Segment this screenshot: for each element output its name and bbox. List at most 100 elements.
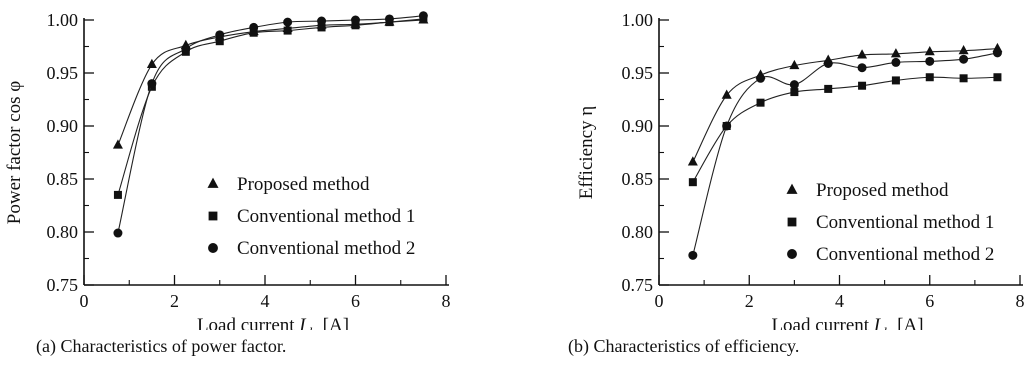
- data-point: [112, 139, 123, 149]
- series-line: [117, 15, 424, 234]
- x-tick-label: 0: [655, 291, 664, 311]
- y-tick-label: 0.85: [47, 169, 79, 189]
- data-point: [924, 46, 935, 56]
- series-square: [688, 73, 1002, 187]
- data-point: [215, 30, 225, 40]
- legend: Proposed method Conventional method 1 Conv…: [207, 174, 415, 259]
- data-point: [993, 73, 1002, 82]
- y-tick-label: 0.85: [622, 169, 654, 189]
- series-triangle: [687, 42, 1003, 166]
- data-point: [147, 79, 157, 89]
- x-tick-label: 8: [1016, 291, 1025, 311]
- y-tick-label: 1.00: [47, 10, 79, 30]
- data-point: [687, 156, 698, 166]
- data-point: [249, 28, 258, 37]
- y-tick-label: 0.95: [47, 63, 79, 83]
- figure-efficiency: 0.75 0.80 0.85 0.90 0.95 1.00 0 2 4 6 8 Load curren…: [528, 0, 1028, 381]
- power-factor-chart: 0.75 0.80 0.85 0.90 0.95 1.00 0 2 4 6 8 Load curren…: [4, 10, 451, 330]
- figure-power-factor: 0.75 0.80 0.85 0.90 0.95 1.00 0 2 4 6 8 Load curren…: [0, 0, 500, 381]
- x-tick-label: 2: [745, 291, 754, 311]
- data-point: [789, 80, 799, 90]
- axes: 0.75 0.80 0.85 0.90 0.95 1.00 0 2 4 6 8: [47, 10, 451, 311]
- series-line: [117, 18, 424, 196]
- figure-caption: (a) Characteristics of power factor.: [36, 336, 287, 356]
- x-axis-unit: [A]: [892, 315, 923, 330]
- data-point: [384, 14, 394, 24]
- x-tick-label: 8: [442, 291, 451, 311]
- y-tick-label: 0.75: [622, 275, 654, 295]
- y-tick-label: 1.00: [622, 10, 654, 30]
- x-axis-unit: [A]: [318, 315, 349, 330]
- y-tick-label: 0.80: [622, 222, 654, 242]
- y-tick-label: 0.90: [47, 116, 79, 136]
- x-tick-label: 4: [835, 291, 844, 311]
- x-tick-label: 6: [351, 291, 360, 311]
- x-axis-label: Load current Idc [A]: [197, 315, 349, 330]
- x-tick-label: 4: [261, 291, 270, 311]
- data-point: [351, 15, 360, 25]
- legend-label: Conventional method 2: [816, 244, 994, 265]
- y-tick-label: 0.90: [622, 116, 654, 136]
- figure-caption: (b) Characteristics of efficiency.: [568, 336, 800, 356]
- legend-label: Conventional method 1: [237, 206, 415, 227]
- y-axis-label: Power factor cos φ: [4, 81, 25, 224]
- y-tick-label: 0.95: [622, 63, 654, 83]
- series-line: [692, 48, 998, 163]
- data-point: [722, 121, 732, 131]
- series-line: [692, 76, 998, 183]
- legend-label: Conventional method 1: [816, 212, 994, 233]
- data-point: [959, 54, 969, 64]
- y-axis-label-text: Efficiency: [576, 116, 597, 200]
- series-circle: [113, 11, 428, 238]
- series-triangle: [112, 14, 429, 149]
- data-point: [756, 98, 765, 107]
- legend-marker-square: [787, 217, 797, 227]
- x-axis-subscript: dc: [306, 324, 319, 330]
- y-tick-label: 0.80: [47, 222, 79, 242]
- data-point: [756, 73, 766, 83]
- data-point: [992, 48, 1002, 58]
- x-axis-label-text: Load current: [197, 315, 299, 330]
- legend-label: Conventional method 2: [237, 238, 415, 259]
- data-point: [351, 21, 360, 30]
- y-axis-label-text: Power factor cos: [4, 92, 25, 224]
- legend-label: Proposed method: [816, 180, 949, 201]
- data-point: [789, 59, 800, 70]
- data-point: [283, 26, 292, 35]
- data-point: [249, 22, 259, 32]
- x-axis-symbol: I: [298, 315, 307, 330]
- data-point: [857, 63, 867, 73]
- data-point: [181, 44, 191, 54]
- data-point: [283, 17, 293, 27]
- data-point: [721, 89, 732, 99]
- data-point: [317, 16, 327, 26]
- x-tick-label: 6: [925, 291, 934, 311]
- data-point: [890, 48, 901, 58]
- legend-label: Proposed method: [237, 174, 370, 195]
- data-point: [146, 58, 157, 69]
- series-square: [113, 14, 428, 199]
- legend-marker-circle: [208, 243, 218, 253]
- y-tick-label: 0.75: [47, 275, 79, 295]
- legend-marker-triangle: [786, 183, 798, 194]
- data-point: [925, 73, 934, 82]
- series-line: [692, 52, 998, 256]
- legend-marker-triangle: [207, 177, 219, 188]
- legend-marker-circle: [787, 249, 797, 259]
- x-axis-symbol: I: [873, 315, 882, 330]
- data-point: [857, 49, 868, 59]
- y-axis-label: Efficiency η: [576, 106, 597, 199]
- data-point: [688, 178, 697, 187]
- data-point: [891, 57, 901, 67]
- x-tick-label: 2: [170, 291, 179, 311]
- x-axis-label: Load current Idc [A]: [771, 315, 923, 330]
- data-point: [958, 44, 969, 55]
- data-point: [215, 37, 224, 46]
- y-axis-symbol: η: [576, 106, 597, 116]
- series-line: [117, 19, 424, 146]
- axes: 0.75 0.80 0.85 0.90 0.95 1.00 0 2 4 6 8: [622, 10, 1025, 311]
- data-point: [858, 81, 867, 90]
- legend: Proposed method Conventional method 1 Conv…: [786, 180, 994, 265]
- data-point: [823, 58, 833, 68]
- data-point: [925, 56, 935, 66]
